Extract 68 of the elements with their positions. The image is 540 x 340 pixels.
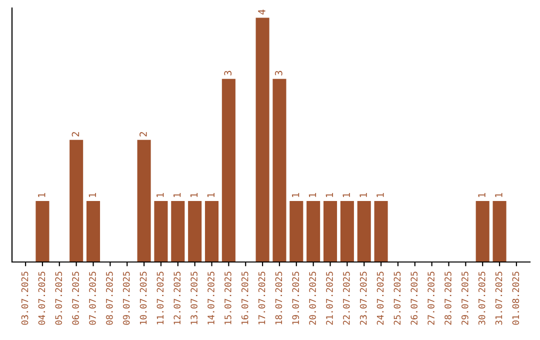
- x-tick-label: 30.07.2025: [478, 272, 486, 325]
- data-label: 1: [38, 192, 46, 197]
- x-tick-label: 22.07.2025: [342, 272, 350, 325]
- x-tick-label: 27.07.2025: [428, 272, 434, 325]
- data-label: 1: [326, 192, 333, 197]
- data-label: 1: [308, 192, 316, 197]
- data-label: 1: [174, 192, 181, 197]
- bar: [340, 200, 354, 262]
- bar: [137, 140, 151, 262]
- bar: [36, 200, 50, 262]
- x-tick-label: 20.07.2025: [309, 272, 316, 325]
- x-tick-label: 05.07.2025: [55, 272, 62, 325]
- x-tick-label: 21.07.2025: [326, 272, 333, 325]
- data-label: 4: [258, 10, 266, 15]
- x-tick-label: 23.07.2025: [360, 272, 367, 325]
- bar: [290, 200, 304, 262]
- x-tick-label: 25.07.2025: [394, 272, 401, 325]
- bar: [492, 200, 506, 262]
- bar: [476, 200, 490, 262]
- x-tick-label: 12.07.2025: [174, 272, 181, 324]
- x-tick-label: 10.07.2025: [140, 272, 147, 324]
- bar: [188, 200, 202, 262]
- x-tick-label: 18.07.2025: [275, 272, 282, 324]
- data-label: 3: [224, 70, 232, 76]
- x-tick-label: 14.07.2025: [208, 272, 214, 324]
- bar: [171, 200, 185, 262]
- x-tick-label: 28.07.2025: [444, 272, 452, 325]
- data-label: 1: [190, 192, 198, 197]
- x-tick-label: 08.07.2025: [106, 272, 113, 325]
- bar: [222, 78, 236, 262]
- data-label: 1: [207, 192, 214, 197]
- bar: [272, 78, 286, 262]
- bar: [323, 200, 338, 262]
- data-label: 3: [274, 70, 282, 76]
- data-label: 1: [88, 192, 96, 197]
- x-tick-label: 16.07.2025: [241, 272, 248, 324]
- bar: [86, 200, 100, 262]
- x-tick-label: 09.07.2025: [122, 272, 130, 325]
- bar: [256, 18, 270, 262]
- x-tick-label: 01.08.2025: [512, 272, 520, 325]
- x-tick-label: 15.07.2025: [224, 272, 232, 324]
- bar: [374, 200, 388, 262]
- x-tick-label: 11.07.2025: [156, 272, 164, 324]
- bar: [70, 140, 84, 262]
- data-label: 1: [376, 192, 384, 197]
- bar: [306, 200, 320, 262]
- bar: [204, 200, 219, 262]
- data-label: 1: [495, 192, 502, 197]
- data-label: 1: [478, 192, 486, 197]
- data-label: 1: [360, 192, 367, 197]
- data-label: 1: [342, 192, 350, 197]
- x-tick-label: 26.07.2025: [410, 272, 418, 325]
- x-tick-label: 19.07.2025: [292, 272, 300, 324]
- x-tick-label: 04.07.2025: [38, 272, 46, 325]
- data-label: 1: [156, 192, 164, 197]
- data-label: 1: [292, 192, 300, 197]
- x-tick-label: 13.07.2025: [190, 272, 198, 324]
- x-tick-label: 17.07.2025: [258, 272, 266, 324]
- x-tick-label: 03.07.2025: [21, 272, 28, 325]
- bar: [154, 200, 168, 262]
- bar: [357, 200, 371, 262]
- x-tick-label: 06.07.2025: [72, 272, 79, 325]
- x-tick-label: 31.07.2025: [495, 272, 502, 325]
- x-tick-label: 24.07.2025: [376, 272, 384, 325]
- x-tick-label: 07.07.2025: [89, 272, 96, 325]
- data-label: 2: [72, 132, 80, 136]
- data-label: 2: [140, 132, 147, 136]
- x-tick-label: 29.07.2025: [461, 272, 468, 325]
